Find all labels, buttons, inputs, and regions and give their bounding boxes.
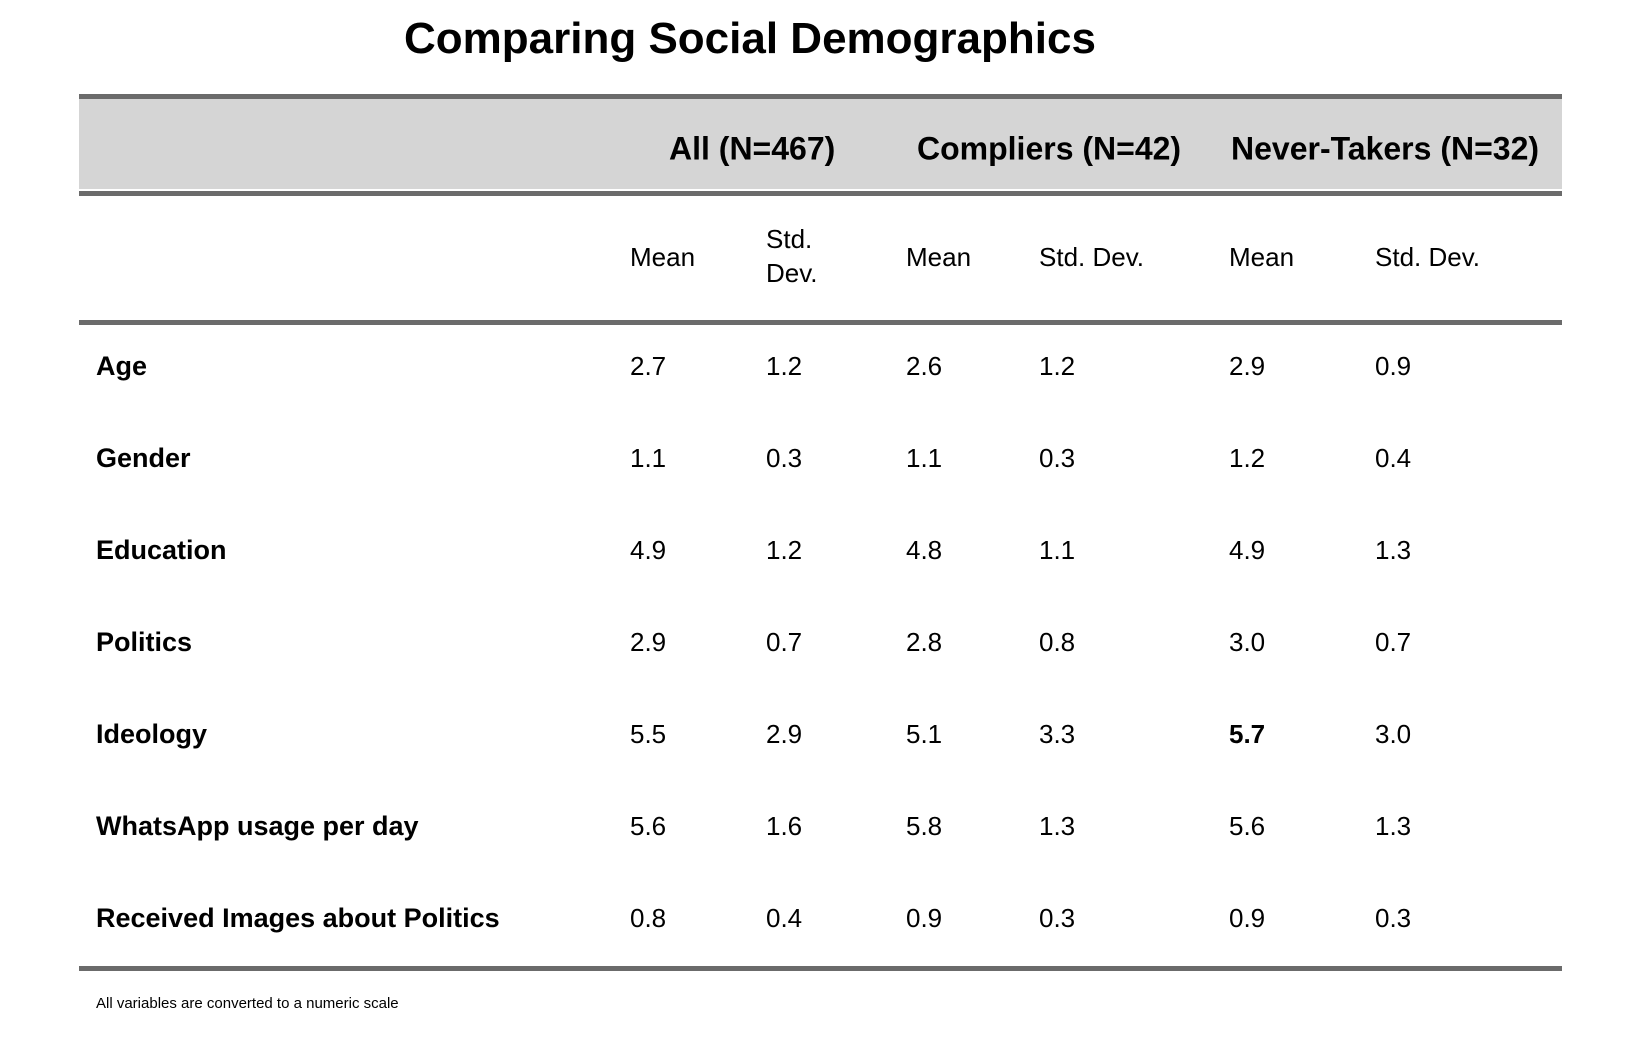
table-cell: 3.0 [1375,719,1412,749]
table-title: Comparing Social Demographics [404,14,1096,63]
subheader-compliers-mean: Mean [906,242,972,272]
table-cell: 3.0 [1229,627,1266,657]
group-header-band: All (N=467) Compliers (N=42) Never-Taker… [79,99,1562,189]
table-cell: 0.8 [630,903,667,933]
table-cell: 2.7 [630,351,667,381]
table-cell: 1.6 [766,811,803,841]
table-cell: 2.9 [630,627,667,657]
table-cell: 3.3 [1039,719,1076,749]
subheader-never-takers-mean: Mean [1229,242,1295,272]
row-label: Gender [96,443,191,473]
table-cell: 0.3 [1375,903,1412,933]
table-cell: 4.8 [906,535,943,565]
row-label: Received Images about Politics [96,903,500,933]
table-cell: 5.6 [630,811,667,841]
group-header-never-takers: Never-Takers (N=32) [1231,130,1540,167]
table-cell: 1.1 [1039,535,1076,565]
bottom-rule [79,966,1562,971]
group-header-compliers: Compliers (N=42) [917,130,1182,167]
table-note: All variables are converted to a numeric… [96,995,399,1012]
table-cell: 0.4 [766,903,803,933]
table-cell: 5.6 [1229,811,1266,841]
table-cell: 2.9 [1229,351,1266,381]
table-cell: 5.5 [630,719,667,749]
table-cell: 2.8 [906,627,943,657]
row-label: Politics [96,627,193,657]
table-cell: 0.3 [766,443,803,473]
table-cell: 4.9 [630,535,667,565]
table-cell: 1.1 [630,443,667,473]
subheader-all-stddev: Std. Dev. [766,224,818,288]
table-cell: 5.1 [906,719,943,749]
table-cell: 1.1 [906,443,943,473]
table-cell: 1.2 [1229,443,1266,473]
subheader-never-takers-stddev: Std. Dev. [1375,242,1481,272]
table-cell: 0.7 [1375,627,1412,657]
table-cell: 0.3 [1039,903,1076,933]
table-cell: 0.3 [1039,443,1076,473]
table-cell: 1.3 [1039,811,1076,841]
table-cell: 2.6 [906,351,943,381]
table-cell: 0.9 [906,903,943,933]
table-cell: 5.7 [1229,719,1266,749]
row-label: Education [96,535,227,565]
table-cell: 0.4 [1375,443,1412,473]
table-cell: 1.2 [1039,351,1076,381]
table-cell: 0.8 [1039,627,1076,657]
table-cell: 4.9 [1229,535,1266,565]
table-cell: 2.9 [766,719,803,749]
table-cell: 5.8 [906,811,943,841]
table-cell: 1.3 [1375,811,1412,841]
subheader-all-mean: Mean [630,242,696,272]
group-header-all: All (N=467) [669,130,836,167]
subheader-compliers-stddev: Std. Dev. [1039,242,1145,272]
table-cell: 1.2 [766,535,803,565]
row-label: Ideology [96,719,208,749]
table-cell: 1.2 [766,351,803,381]
table-cell: 0.9 [1375,351,1412,381]
row-label: WhatsApp usage per day [96,811,419,841]
table-cell: 1.3 [1375,535,1412,565]
table-cell: 0.7 [766,627,803,657]
top-rule [79,94,1562,99]
row-label: Age [96,351,148,381]
group-header-rule [79,191,1562,196]
subheader-rule [79,320,1562,325]
table-cell: 0.9 [1229,903,1266,933]
